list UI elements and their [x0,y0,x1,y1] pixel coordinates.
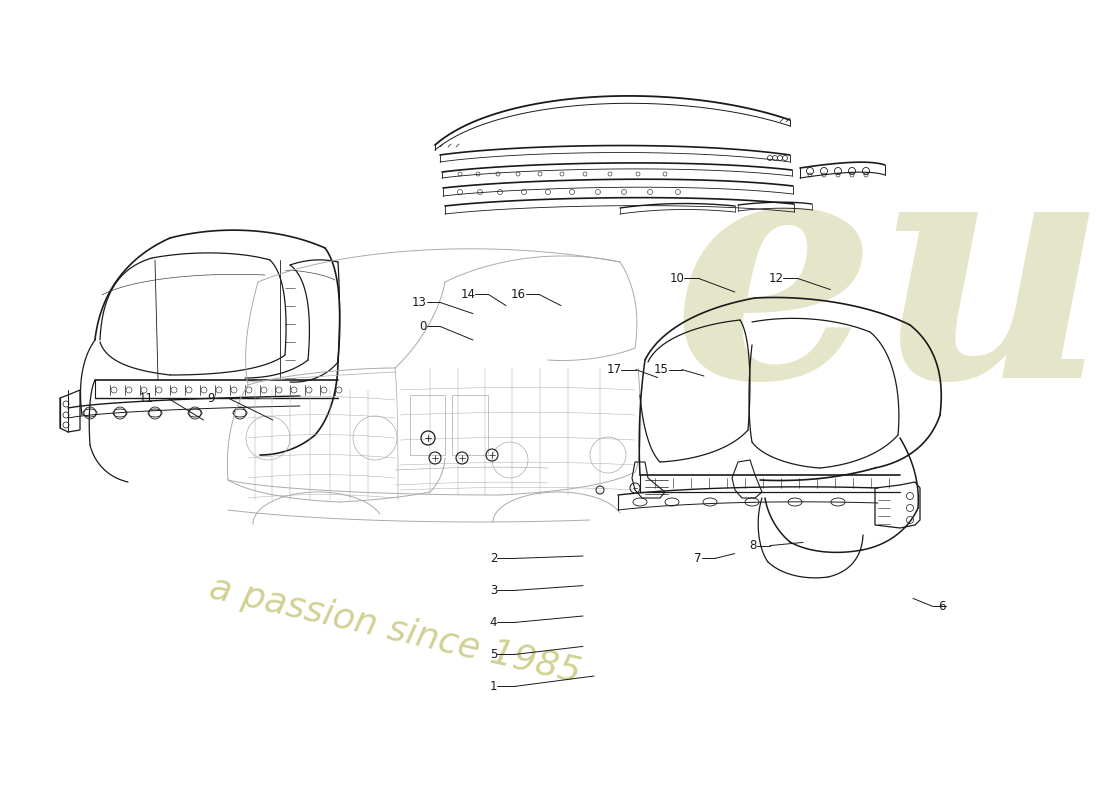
Text: 1: 1 [490,680,497,693]
Text: 12: 12 [768,272,783,285]
Text: 4: 4 [490,616,497,629]
Text: 3: 3 [490,584,497,597]
Text: 0: 0 [419,320,427,333]
Text: 11: 11 [139,392,154,405]
Text: 10: 10 [669,272,684,285]
Text: 6: 6 [938,600,946,613]
Text: 14: 14 [460,288,475,301]
Text: 2: 2 [490,552,497,565]
Text: 7: 7 [694,552,702,565]
Text: 5: 5 [490,648,497,661]
Text: 8: 8 [749,539,757,552]
Text: 15: 15 [653,363,669,376]
Text: 9: 9 [207,392,215,405]
Text: 16: 16 [510,288,526,301]
Text: 17: 17 [606,363,621,376]
Text: a passion since 1985: a passion since 1985 [206,570,584,690]
Text: 13: 13 [411,296,427,309]
Text: eu: eu [672,135,1100,445]
